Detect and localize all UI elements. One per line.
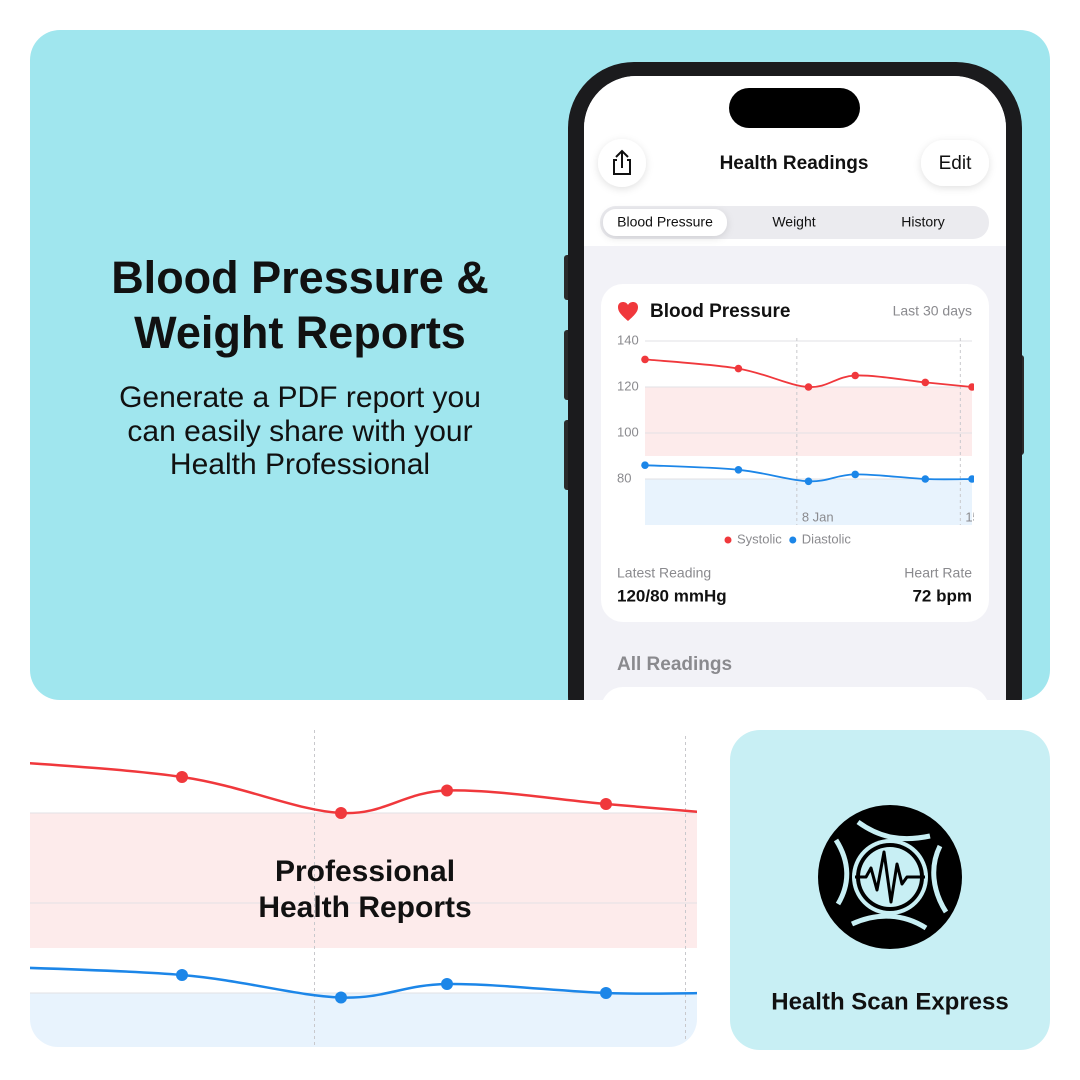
legend-label: Systolic [737,531,782,546]
latest-value: 120/80 mmHg [617,586,727,605]
tab[interactable]: Weight [772,214,815,230]
hero-title: Weight Reports [134,307,466,358]
point [441,978,453,990]
hero-subtitle: Generate a PDF report you [119,381,481,414]
point [921,378,930,387]
logo [818,805,962,949]
point [968,383,974,391]
plot: 140 120 100 80 8 Jan 15 Jan Systolic Diastolic [617,332,1004,546]
brand-name: Health Scan Express [771,988,1008,1015]
point [734,466,743,474]
point [641,355,649,364]
point [176,771,188,783]
zoom-panel [30,730,697,1047]
edit-button[interactable] [921,140,989,186]
range-band [645,387,972,456]
point [968,475,974,483]
y-tick-label: 120 [617,378,639,393]
zoom-chart [30,730,718,1047]
point [804,477,813,486]
header [584,76,1006,246]
point [851,470,860,479]
tab[interactable]: History [901,214,945,230]
hero-title: Blood Pressure & [111,252,489,303]
section-title: All Readings [617,654,732,675]
card [601,284,989,622]
y-tick-label: 140 [617,332,639,347]
latest-label: Latest Reading [617,565,711,581]
hero-subtitle: can easily share with your [127,415,472,448]
plot-area: 8 Jan 15 Jan [641,338,1004,525]
point [600,798,612,810]
x-tick-label: 15 Jan [965,509,1004,524]
point [706,807,718,819]
point [734,364,743,373]
dynamic-island [729,88,860,128]
range-band [30,993,697,1047]
tab[interactable]: Blood Pressure [617,214,713,230]
point [600,987,612,999]
tab-selected[interactable] [603,209,727,236]
hero-subtitle: Health Professional [170,448,430,481]
edit-label: Edit [939,153,972,174]
range-band [645,479,972,525]
feature-title: Professional [275,855,455,888]
range-band [30,813,697,948]
point [176,969,188,981]
share-icon [613,149,631,175]
phone: Health Readings Edit Blood Pressure Weig… [564,62,1024,700]
hr-label: Heart Rate [904,565,972,581]
legend-label: Diastolic [802,531,852,546]
legend-dot [789,536,797,544]
point [706,987,718,999]
period: Last 30 days [893,303,972,319]
feature-title: Health Reports [258,891,471,924]
y-tick-label: 100 [617,424,639,439]
point [335,807,347,819]
point [921,475,930,483]
nav-title: Health Readings [720,153,869,174]
point [804,383,813,391]
y-tick-label: 80 [617,470,631,485]
card-title: Blood Pressure [650,301,790,322]
heart-icon [618,302,638,321]
point [641,461,649,470]
x-tick-label: 8 Jan [802,509,834,524]
point [441,784,453,797]
point [335,991,347,1004]
hr-value: 72 bpm [912,586,972,605]
point [851,371,860,380]
legend-dot [724,536,732,544]
